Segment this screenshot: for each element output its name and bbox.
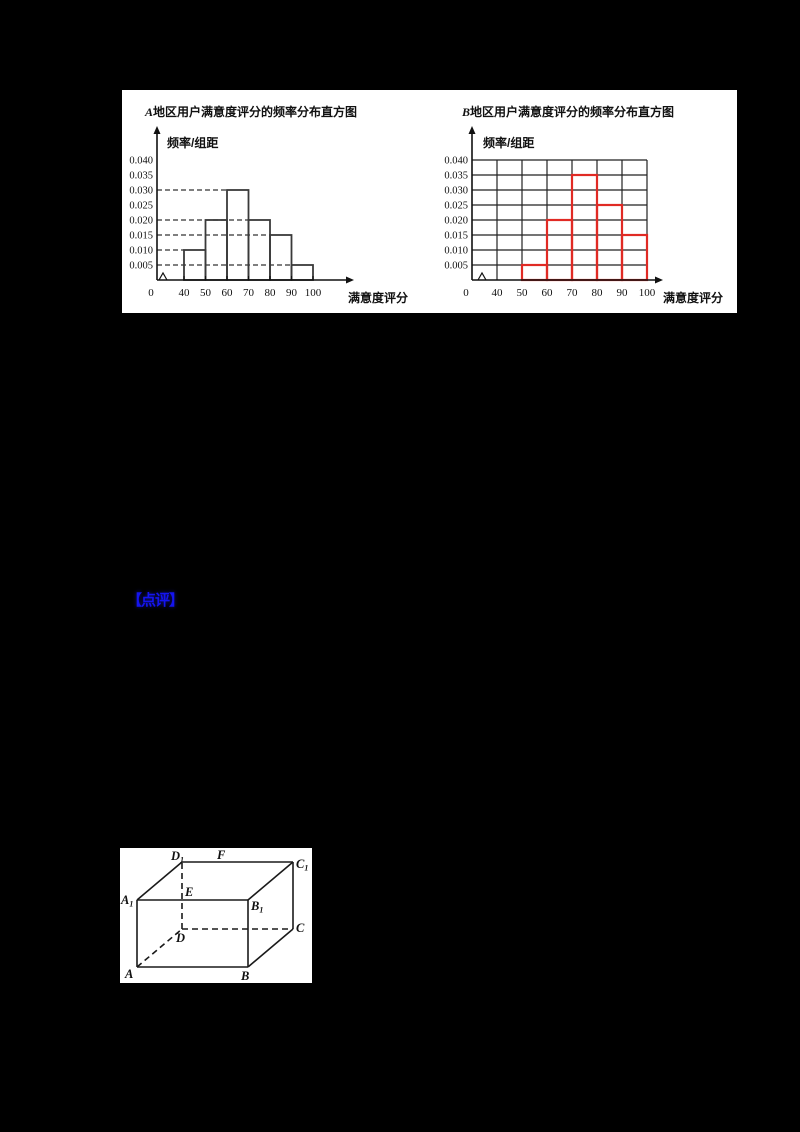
y-tick-label: 0.025 bbox=[444, 201, 468, 212]
y-axis-arrow bbox=[153, 126, 161, 134]
histogram-bar bbox=[204, 219, 228, 281]
x-tick-label: 40 bbox=[179, 287, 191, 299]
cuboid-diagram: A B C D A1 B1 C1 D1 E F bbox=[120, 848, 308, 983]
y-axis-label: 频率/组距 bbox=[167, 135, 218, 150]
y-tick-label: 0.040 bbox=[129, 156, 153, 167]
y-tick-label: 0.035 bbox=[129, 171, 153, 182]
x-axis-arrow bbox=[655, 276, 663, 284]
x-tick-label: 90 bbox=[286, 287, 298, 299]
x-tick-label: 0 bbox=[148, 287, 154, 299]
y-tick-label: 0.015 bbox=[444, 231, 468, 242]
x-tick-label: 40 bbox=[492, 287, 504, 299]
cuboid-edge bbox=[247, 861, 294, 901]
histogram-bar bbox=[570, 173, 599, 282]
x-tick-label: 100 bbox=[305, 287, 322, 299]
x-axis-label: 满意度评分 bbox=[348, 290, 408, 305]
y-tick-label: 0.005 bbox=[444, 261, 468, 272]
cuboid-edge bbox=[247, 928, 294, 968]
y-tick-label: 0.020 bbox=[129, 216, 153, 227]
x-tick-label: 60 bbox=[222, 287, 234, 299]
y-tick-label: 0.010 bbox=[444, 246, 468, 257]
histogram-region-b: 0.040 0.035 0.030 0.025 0.020 0.015 0.010 0.005… bbox=[444, 104, 723, 305]
vertex-label: A bbox=[124, 967, 133, 981]
vertex-label: C bbox=[296, 921, 305, 935]
vertex-label: D bbox=[175, 931, 185, 945]
y-tick-label: 0.010 bbox=[129, 246, 153, 257]
y-tick-label: 0.015 bbox=[129, 231, 153, 242]
y-axis-label: 频率/组距 bbox=[483, 135, 534, 150]
y-tick-label: 0.035 bbox=[444, 171, 468, 182]
vertex-label: F bbox=[216, 848, 226, 862]
cuboid-figure: A B C D A1 B1 C1 D1 E F bbox=[120, 848, 312, 983]
histogram-bar bbox=[620, 233, 649, 282]
vertex-label: A1 bbox=[120, 893, 133, 909]
histogram-bar bbox=[269, 234, 293, 281]
histogram-bar bbox=[290, 264, 314, 281]
histograms-figure: 0.040 0.035 0.030 0.025 0.020 0.015 0.010 0.005… bbox=[122, 90, 737, 313]
histogram-bar bbox=[595, 203, 624, 282]
x-tick-label: 80 bbox=[592, 287, 604, 299]
axis-break-mark bbox=[477, 271, 487, 281]
axis-break-mark bbox=[158, 271, 168, 281]
y-tick-label: 0.005 bbox=[129, 261, 153, 272]
histogram-bar bbox=[520, 263, 549, 282]
x-tick-label: 70 bbox=[243, 287, 255, 299]
y-axis-arrow bbox=[468, 126, 476, 134]
x-axis-arrow bbox=[346, 276, 354, 284]
y-tick-label: 0.030 bbox=[129, 186, 153, 197]
histogram-bar bbox=[183, 249, 207, 281]
vertex-label: B bbox=[240, 969, 249, 983]
y-tick-label: 0.020 bbox=[444, 216, 468, 227]
x-tick-label: 50 bbox=[517, 287, 529, 299]
x-tick-label: 60 bbox=[542, 287, 554, 299]
x-tick-label: 50 bbox=[200, 287, 212, 299]
y-tick-label: 0.040 bbox=[444, 156, 468, 167]
vertex-label: C1 bbox=[296, 857, 308, 873]
x-tick-label: 0 bbox=[463, 287, 469, 299]
chart-title: A地区用户满意度评分的频率分布直方图 bbox=[144, 104, 357, 119]
x-axis-label: 满意度评分 bbox=[663, 290, 723, 305]
histogram-region-a: 0.040 0.035 0.030 0.025 0.020 0.015 0.010 0.005… bbox=[129, 104, 408, 305]
cuboid-edge bbox=[136, 861, 183, 901]
x-tick-label: 70 bbox=[567, 287, 579, 299]
x-tick-label: 100 bbox=[639, 287, 656, 299]
x-tick-label: 80 bbox=[265, 287, 277, 299]
y-tick-label: 0.030 bbox=[444, 186, 468, 197]
y-tick-label: 0.025 bbox=[129, 201, 153, 212]
comment-section-label: 【点评】 bbox=[127, 592, 184, 609]
x-tick-label: 90 bbox=[617, 287, 629, 299]
histogram-bar bbox=[247, 219, 271, 281]
vertex-label: D1 bbox=[170, 849, 184, 865]
vertex-label: B1 bbox=[250, 899, 263, 915]
chart-title: B地区用户满意度评分的频率分布直方图 bbox=[461, 104, 674, 119]
vertex-label: E bbox=[184, 885, 193, 899]
